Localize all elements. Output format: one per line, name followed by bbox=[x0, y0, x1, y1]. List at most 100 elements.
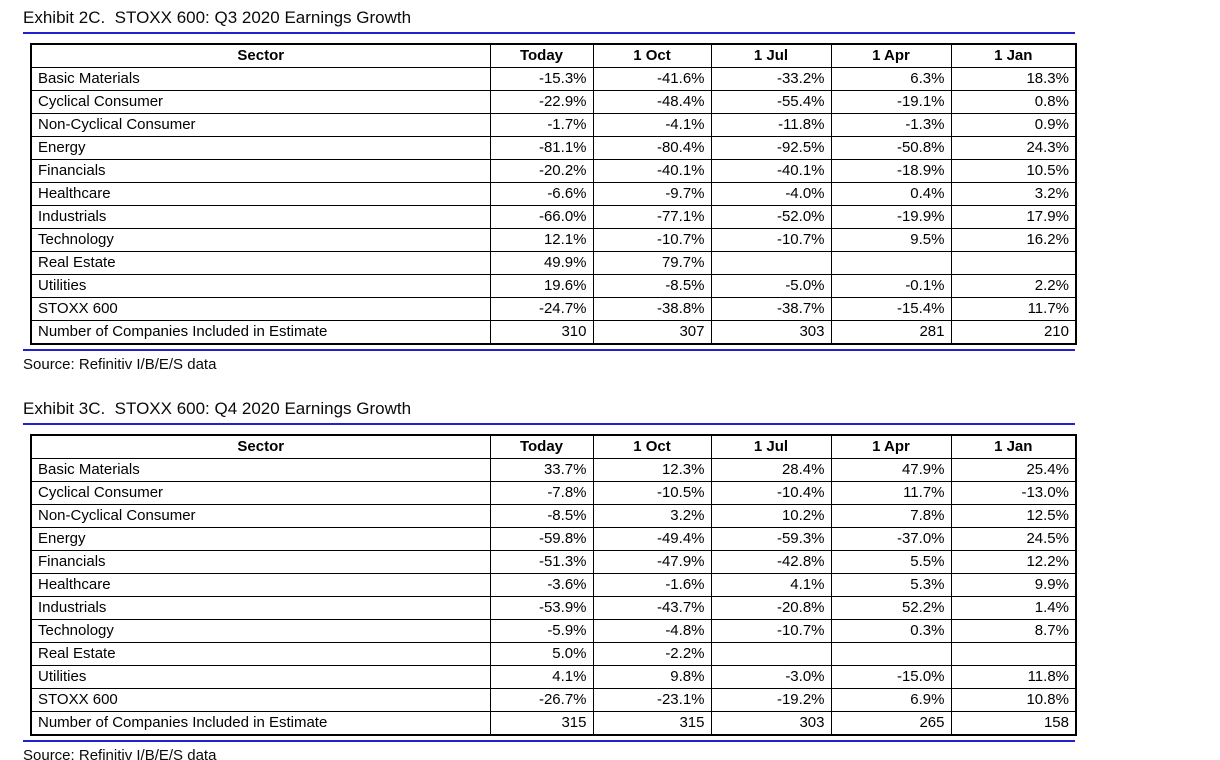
value-cell-1apr: 0.4% bbox=[830, 182, 952, 206]
value-cell-1oct: -1.6% bbox=[592, 573, 712, 597]
value-cell-1oct: -10.7% bbox=[592, 228, 712, 252]
value-cell-1apr: 265 bbox=[830, 711, 952, 736]
table-row: Industrials -53.9% -43.7% -20.8% 52.2% 1… bbox=[30, 596, 1077, 620]
value-cell-1oct: -80.4% bbox=[592, 136, 712, 160]
value-cell-1oct: -49.4% bbox=[592, 527, 712, 551]
value-cell-1apr: -19.9% bbox=[830, 205, 952, 229]
value-cell-1jan: 25.4% bbox=[950, 458, 1077, 482]
value-cell-1jan: 11.8% bbox=[950, 665, 1077, 689]
sector-cell: Energy bbox=[30, 527, 491, 551]
table-row: Energy -81.1% -80.4% -92.5% -50.8% 24.3% bbox=[30, 136, 1077, 160]
value-cell-1jan: 158 bbox=[950, 711, 1077, 736]
sector-cell: Healthcare bbox=[30, 182, 491, 206]
value-cell-1apr: 5.5% bbox=[830, 550, 952, 574]
value-cell-1apr bbox=[830, 251, 952, 275]
value-cell-today: 310 bbox=[489, 320, 594, 345]
sector-cell: Real Estate bbox=[30, 642, 491, 666]
sector-cell: Number of Companies Included in Estimate bbox=[30, 711, 491, 736]
value-cell-1jan: 10.5% bbox=[950, 159, 1077, 183]
value-cell-1jul: 4.1% bbox=[710, 573, 832, 597]
value-cell-1apr: 0.3% bbox=[830, 619, 952, 643]
value-cell-1jul: 28.4% bbox=[710, 458, 832, 482]
sector-cell: Financials bbox=[30, 159, 491, 183]
column-header-1jul: 1 Jul bbox=[710, 434, 832, 459]
table-row: Number of Companies Included in Estimate… bbox=[30, 711, 1077, 736]
table-row: Utilities 4.1% 9.8% -3.0% -15.0% 11.8% bbox=[30, 665, 1077, 689]
value-cell-today: -6.6% bbox=[489, 182, 594, 206]
value-cell-1jul: -40.1% bbox=[710, 159, 832, 183]
value-cell-1jul: -59.3% bbox=[710, 527, 832, 551]
value-cell-1jan: 24.3% bbox=[950, 136, 1077, 160]
sector-cell: Cyclical Consumer bbox=[30, 481, 491, 505]
value-cell-1jan: 12.2% bbox=[950, 550, 1077, 574]
table-row: Utilities 19.6% -8.5% -5.0% -0.1% 2.2% bbox=[30, 274, 1077, 298]
source-note: Source: Refinitiv I/B/E/S data bbox=[23, 356, 217, 373]
table-row: STOXX 600 -24.7% -38.8% -38.7% -15.4% 11… bbox=[30, 297, 1077, 321]
value-cell-1oct: -77.1% bbox=[592, 205, 712, 229]
value-cell-1jan: -13.0% bbox=[950, 481, 1077, 505]
value-cell-1oct: -38.8% bbox=[592, 297, 712, 321]
value-cell-today: -3.6% bbox=[489, 573, 594, 597]
sector-cell: Financials bbox=[30, 550, 491, 574]
value-cell-1jul: -42.8% bbox=[710, 550, 832, 574]
exhibit-2c: Exhibit 2C. STOXX 600: Q3 2020 Earnings … bbox=[23, 8, 1220, 374]
value-cell-1apr: -37.0% bbox=[830, 527, 952, 551]
table-row: Healthcare -3.6% -1.6% 4.1% 5.3% 9.9% bbox=[30, 573, 1077, 597]
column-header-1apr: 1 Apr bbox=[830, 434, 952, 459]
value-cell-1jan: 11.7% bbox=[950, 297, 1077, 321]
value-cell-today: -5.9% bbox=[489, 619, 594, 643]
value-cell-1jul: -5.0% bbox=[710, 274, 832, 298]
value-cell-1jul: -10.7% bbox=[710, 228, 832, 252]
value-cell-1jan: 16.2% bbox=[950, 228, 1077, 252]
value-cell-today: -81.1% bbox=[489, 136, 594, 160]
table-row: Non-Cyclical Consumer -8.5% 3.2% 10.2% 7… bbox=[30, 504, 1077, 528]
value-cell-1jul: -4.0% bbox=[710, 182, 832, 206]
value-cell-1oct: -2.2% bbox=[592, 642, 712, 666]
value-cell-1oct: 79.7% bbox=[592, 251, 712, 275]
column-header-1oct: 1 Oct bbox=[592, 434, 712, 459]
value-cell-1jul: -19.2% bbox=[710, 688, 832, 712]
value-cell-1oct: 307 bbox=[592, 320, 712, 345]
table-row: Financials -51.3% -47.9% -42.8% 5.5% 12.… bbox=[30, 550, 1077, 574]
value-cell-1jul: -52.0% bbox=[710, 205, 832, 229]
table-row: Number of Companies Included in Estimate… bbox=[30, 320, 1077, 345]
value-cell-1apr: -50.8% bbox=[830, 136, 952, 160]
value-cell-1jan: 12.5% bbox=[950, 504, 1077, 528]
sector-cell: Technology bbox=[30, 228, 491, 252]
value-cell-1jul: -3.0% bbox=[710, 665, 832, 689]
value-cell-1oct: 3.2% bbox=[592, 504, 712, 528]
column-header-sector: Sector bbox=[30, 434, 491, 459]
table-row: Technology -5.9% -4.8% -10.7% 0.3% 8.7% bbox=[30, 619, 1077, 643]
column-header-today: Today bbox=[489, 434, 594, 459]
value-cell-1oct: -48.4% bbox=[592, 90, 712, 114]
value-cell-today: 12.1% bbox=[489, 228, 594, 252]
column-header-sector: Sector bbox=[30, 43, 491, 68]
table-row: Basic Materials -15.3% -41.6% -33.2% 6.3… bbox=[30, 67, 1077, 91]
sector-cell: Utilities bbox=[30, 665, 491, 689]
value-cell-1jan: 1.4% bbox=[950, 596, 1077, 620]
table-row: STOXX 600 -26.7% -23.1% -19.2% 6.9% 10.8… bbox=[30, 688, 1077, 712]
value-cell-today: -66.0% bbox=[489, 205, 594, 229]
value-cell-1oct: 315 bbox=[592, 711, 712, 736]
table-row: Healthcare -6.6% -9.7% -4.0% 0.4% 3.2% bbox=[30, 182, 1077, 206]
value-cell-1oct: -40.1% bbox=[592, 159, 712, 183]
value-cell-1jan: 2.2% bbox=[950, 274, 1077, 298]
sector-cell: Industrials bbox=[30, 596, 491, 620]
sector-cell: STOXX 600 bbox=[30, 688, 491, 712]
value-cell-1jan: 10.8% bbox=[950, 688, 1077, 712]
sector-cell: Energy bbox=[30, 136, 491, 160]
value-cell-1jan: 17.9% bbox=[950, 205, 1077, 229]
value-cell-1apr: 5.3% bbox=[830, 573, 952, 597]
value-cell-today: -22.9% bbox=[489, 90, 594, 114]
exhibit-3c: Exhibit 3C. STOXX 600: Q4 2020 Earnings … bbox=[23, 399, 1220, 760]
table-row: Non-Cyclical Consumer -1.7% -4.1% -11.8%… bbox=[30, 113, 1077, 137]
table-row: Basic Materials 33.7% 12.3% 28.4% 47.9% … bbox=[30, 458, 1077, 482]
value-cell-1jul bbox=[710, 642, 832, 666]
value-cell-1jan: 0.8% bbox=[950, 90, 1077, 114]
value-cell-today: -1.7% bbox=[489, 113, 594, 137]
value-cell-1apr: -15.4% bbox=[830, 297, 952, 321]
table-row: Industrials -66.0% -77.1% -52.0% -19.9% … bbox=[30, 205, 1077, 229]
value-cell-1jan: 18.3% bbox=[950, 67, 1077, 91]
sector-cell: Technology bbox=[30, 619, 491, 643]
